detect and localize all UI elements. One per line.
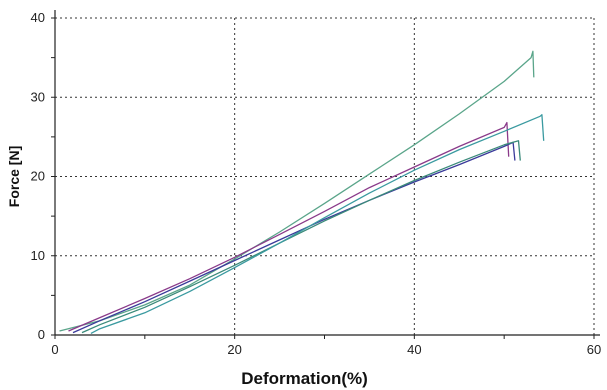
x-tick-label: 0	[51, 342, 58, 357]
series-line-2	[68, 121, 510, 332]
y-tick-label: 0	[38, 327, 45, 342]
axes	[51, 10, 600, 339]
y-tick-label: 40	[31, 10, 45, 25]
x-axis-title: Deformation(%)	[241, 369, 368, 388]
x-tick-label: 20	[227, 342, 241, 357]
series-lines	[59, 50, 545, 334]
y-axis-title: Force [N]	[6, 146, 22, 207]
tick-labels: 0 20 40 60 0 10 20 30 40	[31, 10, 602, 357]
series-line-3	[72, 141, 516, 334]
series-line-1	[59, 50, 535, 332]
series-line-5	[90, 114, 545, 334]
y-tick-label: 30	[31, 89, 45, 104]
y-tick-label: 10	[31, 248, 45, 263]
x-tick-label: 40	[407, 342, 421, 357]
grid	[55, 17, 595, 335]
series-line-4	[81, 140, 521, 334]
x-tick-label: 60	[587, 342, 601, 357]
y-tick-label: 20	[31, 169, 45, 184]
